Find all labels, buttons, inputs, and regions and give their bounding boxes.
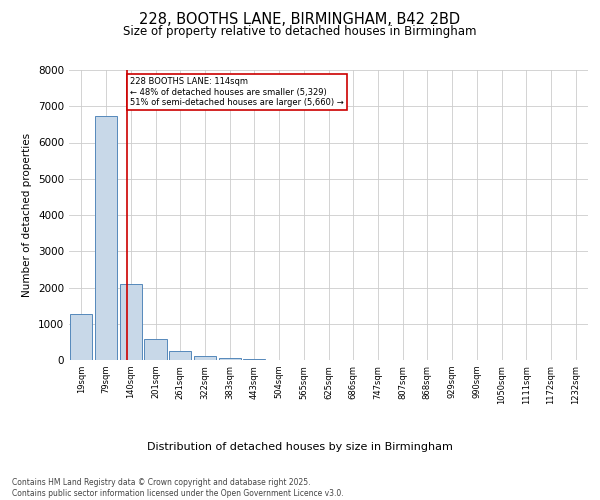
Bar xyxy=(194,356,216,360)
Text: Distribution of detached houses by size in Birmingham: Distribution of detached houses by size … xyxy=(147,442,453,452)
Bar xyxy=(70,314,92,360)
Text: Contains HM Land Registry data © Crown copyright and database right 2025.
Contai: Contains HM Land Registry data © Crown c… xyxy=(12,478,344,498)
Bar xyxy=(95,116,117,360)
Bar xyxy=(119,284,142,360)
Y-axis label: Number of detached properties: Number of detached properties xyxy=(22,133,32,297)
Bar xyxy=(218,358,241,360)
Bar xyxy=(145,338,167,360)
Bar xyxy=(169,352,191,360)
Text: Size of property relative to detached houses in Birmingham: Size of property relative to detached ho… xyxy=(123,25,477,38)
Text: 228, BOOTHS LANE, BIRMINGHAM, B42 2BD: 228, BOOTHS LANE, BIRMINGHAM, B42 2BD xyxy=(139,12,461,28)
Text: 228 BOOTHS LANE: 114sqm
← 48% of detached houses are smaller (5,329)
51% of semi: 228 BOOTHS LANE: 114sqm ← 48% of detache… xyxy=(130,77,344,107)
